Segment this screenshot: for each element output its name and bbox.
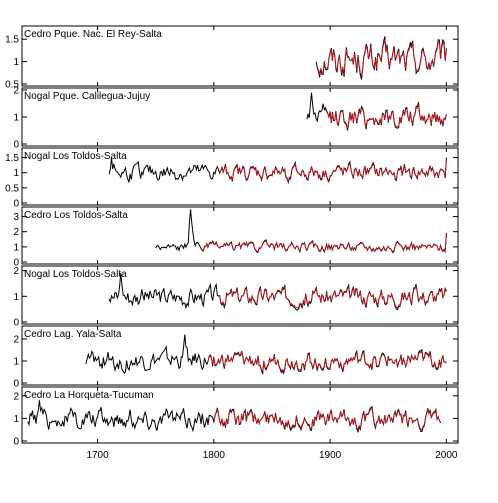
fitted-series-line — [219, 284, 447, 309]
panel-frame — [21, 206, 459, 265]
y-tick-label: 1.5 — [5, 35, 19, 46]
panel-frame — [21, 325, 459, 386]
y-tick-label: 2 — [13, 266, 19, 277]
panel-title: Cedro La Horqueta-Tucuman — [24, 390, 154, 401]
y-tick-label: 2 — [13, 86, 19, 97]
fitted-series-line — [318, 39, 447, 77]
fitted-series-line — [207, 350, 447, 374]
y-tick-label: 1.5 — [5, 153, 19, 164]
y-tick-label: 0.5 — [5, 183, 19, 194]
panel-frame — [21, 25, 459, 87]
panel-frame — [21, 265, 459, 325]
panel-title: Cedro Lag. Yala-Salta — [24, 329, 122, 340]
y-tick-label: 0 — [13, 199, 19, 210]
y-tick-label: 0.5 — [5, 80, 19, 91]
y-tick-label: 1 — [13, 414, 19, 425]
x-tick-label: 1700 — [86, 450, 109, 461]
y-tick-label: 0 — [13, 437, 19, 448]
y-tick-label: 1 — [13, 57, 19, 68]
y-tick-label: 0 — [13, 318, 19, 329]
y-tick-label: 2 — [13, 391, 19, 402]
y-tick-label: 1 — [13, 292, 19, 303]
fitted-series-line — [202, 235, 447, 253]
chronology-series-line — [306, 92, 447, 131]
y-tick-label: 1 — [13, 242, 19, 253]
panel-frame — [21, 147, 459, 206]
x-tick-label: 2000 — [435, 450, 458, 461]
fitted-series-line — [219, 159, 447, 183]
y-tick-label: 3 — [13, 212, 19, 223]
y-tick-label: 0 — [13, 258, 19, 269]
y-tick-label: 2 — [13, 335, 19, 346]
fitted-series-line — [323, 104, 447, 129]
fitted-series-line — [213, 407, 441, 431]
panel-title: Nogal Pque. Calilegua-Jujuy — [24, 91, 150, 102]
panel-title: Cedro Los Toldos-Salta — [24, 210, 128, 221]
panel-title: Cedro Pque. Nac. El Rey-Salta — [24, 29, 162, 40]
x-tick-label: 1800 — [203, 450, 226, 461]
y-tick-label: 1 — [13, 357, 19, 368]
panel-frame — [21, 386, 459, 444]
y-tick-label: 0 — [13, 379, 19, 390]
y-tick-label: 1 — [13, 113, 19, 124]
y-tick-label: 2 — [13, 227, 19, 238]
y-tick-label: 0 — [13, 140, 19, 151]
y-tick-label: 1 — [13, 168, 19, 179]
x-tick-label: 1900 — [319, 450, 342, 461]
panel-title: Nogal Los Toldos-Salta — [24, 269, 127, 280]
panel-title: Nogal Los Toldos-Salta — [24, 151, 127, 162]
